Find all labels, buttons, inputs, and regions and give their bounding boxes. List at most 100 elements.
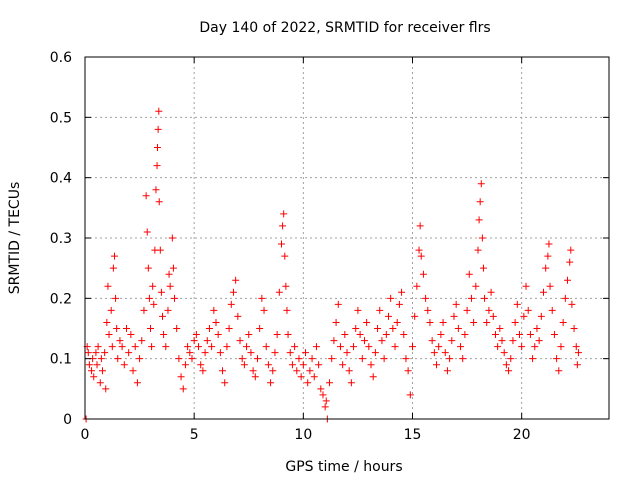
- data-point: [419, 270, 427, 278]
- data-point: [93, 361, 101, 369]
- data-point: [113, 325, 121, 332]
- data-point: [131, 343, 139, 351]
- x-tick-label: 20: [513, 427, 531, 443]
- data-point: [518, 343, 526, 351]
- data-point: [367, 361, 375, 369]
- data-point: [216, 349, 224, 357]
- data-point: [567, 246, 575, 254]
- data-point: [308, 355, 316, 363]
- data-point: [281, 252, 289, 260]
- data-point: [177, 373, 185, 381]
- data-point: [118, 343, 126, 351]
- data-point: [477, 180, 485, 188]
- data-point: [540, 288, 547, 296]
- data-point: [380, 355, 388, 363]
- data-point: [238, 355, 246, 363]
- data-point: [356, 331, 364, 339]
- data-point: [155, 107, 163, 115]
- data-point: [140, 306, 148, 314]
- data-point: [511, 318, 519, 326]
- data-point: [570, 325, 578, 332]
- data-point: [426, 318, 434, 326]
- data-point: [310, 373, 318, 381]
- data-point: [550, 331, 558, 339]
- data-point: [435, 343, 443, 351]
- data-point: [288, 361, 296, 369]
- data-point: [227, 300, 235, 308]
- data-point: [472, 282, 480, 290]
- data-point: [520, 312, 528, 320]
- data-point: [481, 294, 489, 302]
- data-point: [205, 325, 213, 332]
- data-point: [291, 343, 299, 351]
- data-point: [452, 300, 460, 308]
- data-point: [253, 355, 261, 363]
- data-point: [411, 312, 419, 320]
- data-point: [350, 343, 358, 351]
- data-point: [454, 325, 462, 332]
- data-point: [150, 300, 158, 308]
- y-tick-label: 0.4: [50, 171, 72, 187]
- data-point: [557, 343, 565, 351]
- data-point: [98, 367, 106, 375]
- data-point: [171, 294, 179, 302]
- data-point: [345, 367, 353, 375]
- data-point: [491, 331, 499, 339]
- data-point: [330, 337, 338, 345]
- data-point: [280, 210, 288, 218]
- data-point: [553, 355, 561, 363]
- data-point: [116, 337, 124, 345]
- data-point: [545, 240, 553, 248]
- y-axis-title: SRMTID / TECUs: [7, 182, 23, 295]
- data-point: [184, 343, 192, 351]
- data-point: [190, 337, 198, 345]
- data-point: [533, 325, 541, 332]
- data-point: [304, 379, 312, 387]
- data-point: [142, 192, 150, 200]
- data-point: [352, 325, 360, 332]
- data-point: [269, 367, 277, 375]
- data-point: [513, 300, 521, 308]
- data-point: [446, 355, 454, 363]
- data-point: [535, 337, 543, 345]
- data-point: [114, 355, 122, 363]
- data-point: [498, 337, 506, 345]
- y-tick-label: 0.6: [50, 50, 72, 66]
- data-point: [531, 343, 539, 351]
- data-point: [109, 264, 117, 272]
- data-point: [326, 379, 334, 387]
- data-point: [173, 325, 181, 332]
- data-point: [88, 367, 96, 375]
- y-tick-labels: 0 0.1 0.2 0.3 0.4 0.5 0.6: [50, 50, 72, 428]
- data-point: [155, 198, 163, 206]
- data-point: [286, 349, 294, 357]
- data-point: [475, 216, 483, 224]
- data-point: [509, 337, 517, 345]
- data-point: [441, 349, 449, 357]
- data-point: [282, 282, 290, 290]
- data-point: [568, 300, 576, 308]
- data-point: [90, 373, 98, 381]
- data-point: [85, 361, 93, 369]
- y-tick-label: 0.2: [50, 291, 72, 307]
- data-point: [203, 337, 211, 345]
- data-point: [559, 318, 567, 326]
- data-point: [236, 337, 244, 345]
- data-point: [247, 349, 255, 357]
- x-tick-label: 5: [190, 427, 199, 443]
- data-point: [149, 282, 157, 290]
- data-point: [448, 337, 456, 345]
- data-point: [328, 355, 336, 363]
- data-point: [122, 325, 130, 332]
- data-point: [365, 343, 373, 351]
- data-point: [165, 270, 173, 278]
- axis-ticks: [84, 56, 609, 420]
- data-point: [424, 306, 432, 314]
- data-point: [360, 337, 368, 345]
- data-point: [443, 367, 451, 375]
- data-point: [219, 367, 227, 375]
- data-point: [107, 306, 115, 314]
- data-point: [299, 361, 307, 369]
- data-point: [463, 306, 471, 314]
- data-point: [450, 312, 458, 320]
